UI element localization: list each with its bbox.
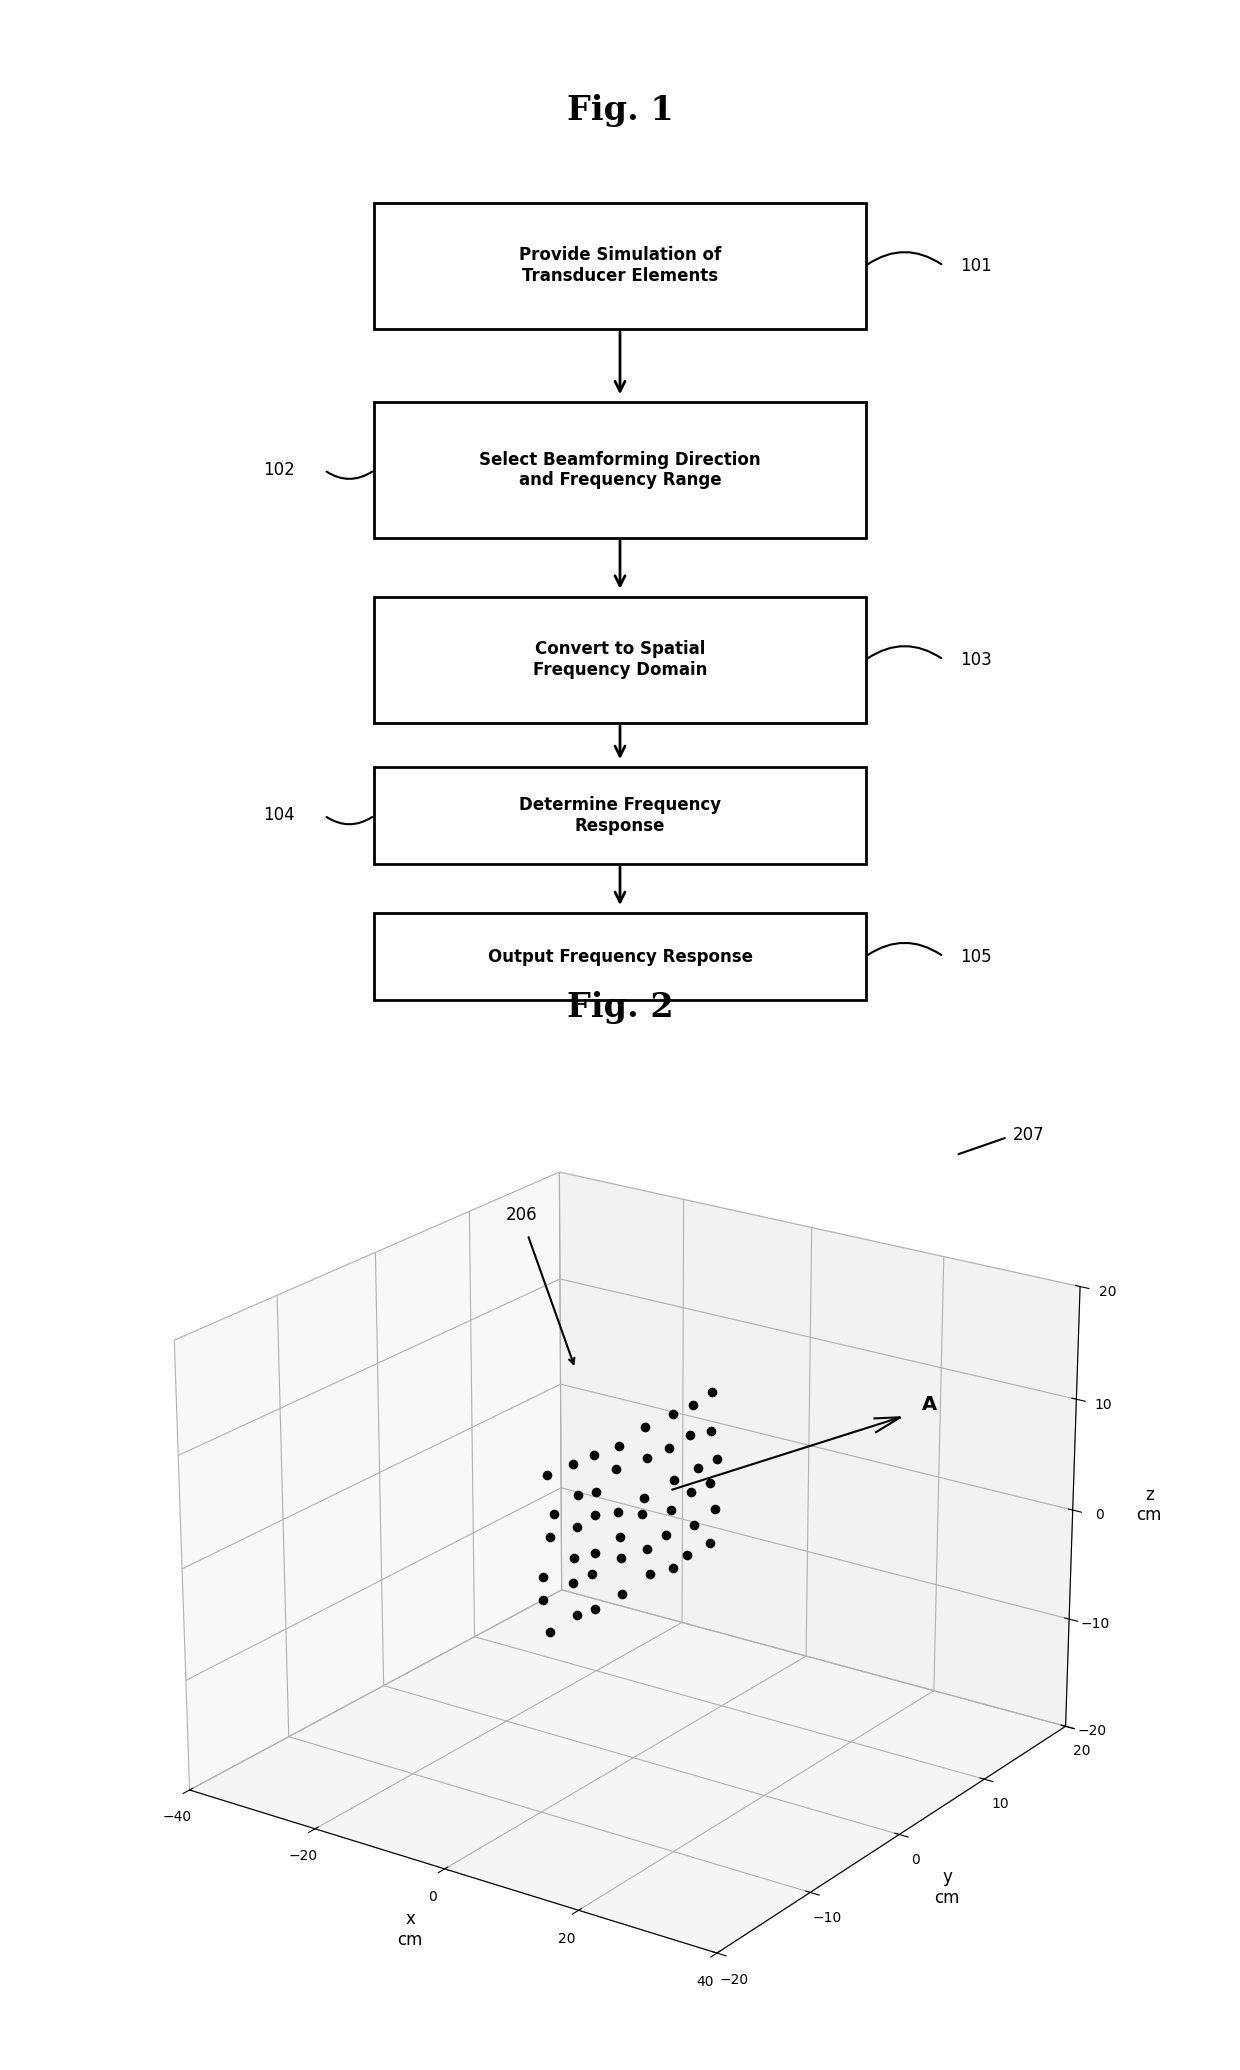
FancyBboxPatch shape [374,402,866,538]
Text: 103: 103 [961,650,992,669]
Text: Select Beamforming Direction
and Frequency Range: Select Beamforming Direction and Frequen… [479,451,761,489]
Title: Fig. 2: Fig. 2 [567,992,673,1025]
FancyBboxPatch shape [374,596,866,722]
Text: 104: 104 [263,807,295,824]
FancyBboxPatch shape [374,913,866,1000]
Text: Convert to Spatial
Frequency Domain: Convert to Spatial Frequency Domain [533,640,707,679]
Y-axis label: y
cm: y cm [935,1869,960,1906]
Text: Output Frequency Response: Output Frequency Response [487,948,753,965]
FancyBboxPatch shape [374,203,866,329]
Text: 206: 206 [506,1205,537,1223]
Text: Provide Simulation of
Transducer Elements: Provide Simulation of Transducer Element… [518,246,722,286]
Text: 101: 101 [961,257,992,275]
X-axis label: x
cm: x cm [397,1911,423,1948]
Text: 105: 105 [961,948,992,965]
Text: 207: 207 [1013,1126,1044,1145]
Text: Determine Frequency
Response: Determine Frequency Response [518,797,722,834]
FancyBboxPatch shape [374,766,866,863]
Text: Fig. 1: Fig. 1 [567,93,673,126]
Text: 102: 102 [263,462,295,478]
